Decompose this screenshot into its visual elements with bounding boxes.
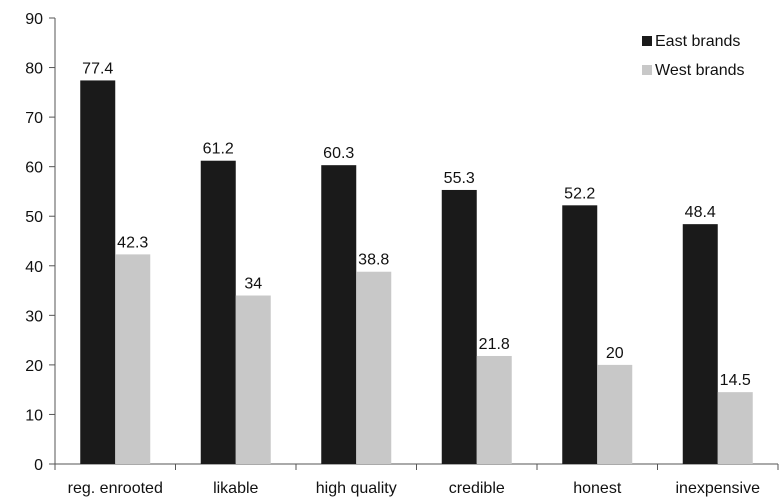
bar-west-brands <box>115 254 151 464</box>
bar-west-brands <box>356 271 392 464</box>
legend-label: West brands <box>655 62 745 79</box>
bar-east-brands <box>562 205 598 464</box>
x-category-label: high quality <box>316 480 397 497</box>
data-label: 52.2 <box>564 185 595 202</box>
data-label: 48.4 <box>685 204 716 221</box>
y-tick-label: 20 <box>25 358 43 375</box>
data-label: 60.3 <box>323 145 354 162</box>
y-tick-label: 90 <box>25 11 43 28</box>
data-label: 20 <box>606 345 624 362</box>
bar-east-brands <box>200 160 236 464</box>
legend: East brands West brands <box>642 33 745 79</box>
data-label: 61.2 <box>203 141 234 158</box>
bar-west-brands <box>235 295 271 464</box>
bars: 77.4 61.2 60.3 55.3 52.2 48.4 42.3 34 38.8 21.8 20… <box>80 60 753 465</box>
x-category-label: likable <box>213 480 258 497</box>
bar-west-brands <box>717 392 753 464</box>
legend-swatch <box>642 65 652 75</box>
data-label: 55.3 <box>444 170 475 187</box>
y-tick-label: 0 <box>34 457 43 474</box>
y-tick-label: 40 <box>25 259 43 276</box>
data-label: 14.5 <box>720 372 751 389</box>
bar-east-brands <box>682 224 718 464</box>
y-axis: 0 10 20 30 40 50 60 70 80 90 <box>25 11 56 474</box>
bar-east-brands <box>80 80 116 464</box>
data-label: 34 <box>244 276 262 293</box>
y-tick-label: 50 <box>25 209 43 226</box>
bar-east-brands <box>441 189 477 465</box>
bar-west-brands <box>597 364 633 464</box>
legend-label: East brands <box>655 33 740 50</box>
data-label: 21.8 <box>479 336 510 353</box>
data-label: 42.3 <box>117 234 148 251</box>
bar-west-brands <box>476 355 512 464</box>
y-tick-label: 30 <box>25 308 43 325</box>
x-category-label: honest <box>573 480 622 497</box>
x-category-label: credible <box>449 480 505 497</box>
x-category-label: inexpensive <box>676 480 761 497</box>
y-tick-label: 80 <box>25 61 43 78</box>
data-label: 38.8 <box>358 252 389 269</box>
bar-east-brands <box>321 165 357 464</box>
x-axis: reg. enrooted likable high quality credible… <box>54 463 779 497</box>
legend-swatch <box>642 36 652 46</box>
y-tick-label: 60 <box>25 160 43 177</box>
y-tick-label: 10 <box>25 407 43 424</box>
y-tick-label: 70 <box>25 110 43 127</box>
x-category-label: reg. enrooted <box>68 480 163 497</box>
data-label: 77.4 <box>82 60 113 77</box>
